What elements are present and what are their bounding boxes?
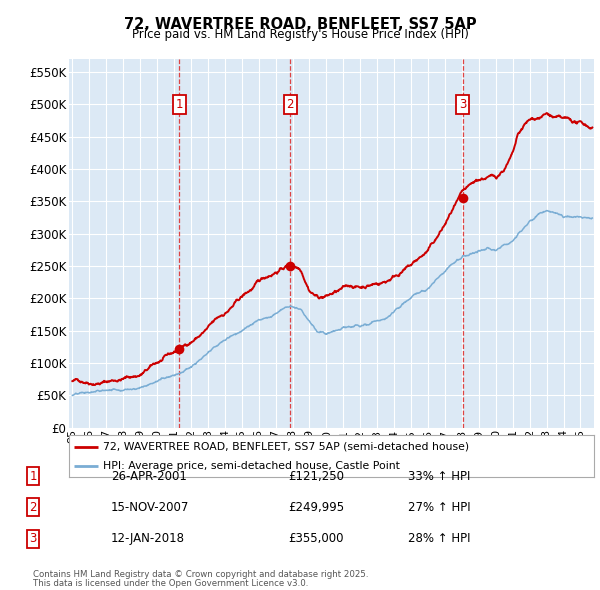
Text: 2: 2 — [287, 98, 294, 111]
Text: 3: 3 — [459, 98, 466, 111]
Text: 26-APR-2001: 26-APR-2001 — [111, 470, 187, 483]
Text: 72, WAVERTREE ROAD, BENFLEET, SS7 5AP: 72, WAVERTREE ROAD, BENFLEET, SS7 5AP — [124, 17, 476, 31]
Text: £355,000: £355,000 — [288, 532, 343, 545]
Text: This data is licensed under the Open Government Licence v3.0.: This data is licensed under the Open Gov… — [33, 579, 308, 588]
Text: 27% ↑ HPI: 27% ↑ HPI — [408, 501, 470, 514]
Text: 1: 1 — [176, 98, 183, 111]
Text: HPI: Average price, semi-detached house, Castle Point: HPI: Average price, semi-detached house,… — [103, 461, 400, 471]
Text: 28% ↑ HPI: 28% ↑ HPI — [408, 532, 470, 545]
Text: £249,995: £249,995 — [288, 501, 344, 514]
Text: 72, WAVERTREE ROAD, BENFLEET, SS7 5AP (semi-detached house): 72, WAVERTREE ROAD, BENFLEET, SS7 5AP (s… — [103, 441, 469, 451]
Text: Contains HM Land Registry data © Crown copyright and database right 2025.: Contains HM Land Registry data © Crown c… — [33, 571, 368, 579]
Text: 33% ↑ HPI: 33% ↑ HPI — [408, 470, 470, 483]
Text: Price paid vs. HM Land Registry's House Price Index (HPI): Price paid vs. HM Land Registry's House … — [131, 28, 469, 41]
Text: 15-NOV-2007: 15-NOV-2007 — [111, 501, 190, 514]
Text: £121,250: £121,250 — [288, 470, 344, 483]
Text: 1: 1 — [29, 470, 37, 483]
Text: 2: 2 — [29, 501, 37, 514]
Text: 3: 3 — [29, 532, 37, 545]
Text: 12-JAN-2018: 12-JAN-2018 — [111, 532, 185, 545]
